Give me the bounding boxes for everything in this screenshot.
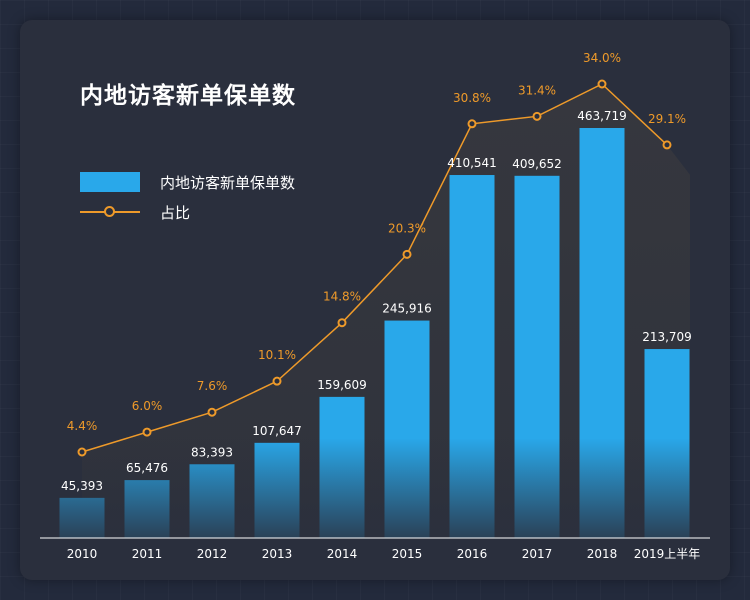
bar-value-label: 159,609	[317, 378, 367, 392]
share-point	[402, 249, 412, 259]
share-value-label: 4.4%	[67, 419, 98, 433]
bar-value-label: 213,709	[642, 330, 692, 344]
legend-label-line: 占比	[160, 203, 191, 222]
share-value-label: 29.1%	[648, 112, 686, 126]
bar-value-label: 410,541	[447, 156, 497, 170]
share-point	[337, 318, 347, 328]
share-value-label: 7.6%	[197, 379, 228, 393]
x-tick-label: 2019上半年	[634, 547, 701, 561]
x-tick-label: 2017	[522, 547, 553, 561]
share-point	[532, 111, 542, 121]
share-point	[467, 119, 477, 129]
share-value-label: 30.8%	[453, 91, 491, 105]
share-value-label: 34.0%	[583, 51, 621, 65]
share-value-label: 20.3%	[388, 221, 426, 235]
share-line	[81, 83, 668, 453]
x-tick-label: 2016	[457, 547, 488, 561]
x-tick-label: 2018	[587, 547, 618, 561]
x-tick-label: 2010	[67, 547, 98, 561]
bar-value-label: 45,393	[61, 479, 103, 493]
share-point	[77, 447, 87, 457]
share-point	[142, 427, 152, 437]
share-point	[207, 407, 217, 417]
bar-value-label: 107,647	[252, 424, 302, 438]
bar-value-label: 463,719	[577, 109, 627, 123]
chart-title: 内地访客新单保单数	[80, 83, 296, 109]
share-point	[662, 140, 672, 150]
bar-value-label: 409,652	[512, 157, 562, 171]
share-value-label: 10.1%	[258, 348, 296, 362]
x-tick-label: 2012	[197, 547, 228, 561]
share-point	[272, 376, 282, 386]
share-value-label: 14.8%	[323, 290, 361, 304]
x-tick-label: 2015	[392, 547, 423, 561]
legend-line-swatch	[80, 202, 140, 222]
legend-item-bars: 内地访客新单保单数	[80, 170, 295, 194]
x-tick-label: 2014	[327, 547, 358, 561]
bar-value-label: 245,916	[382, 302, 432, 316]
x-tick-label: 2013	[262, 547, 293, 561]
x-tick-label: 2011	[132, 547, 163, 561]
bar-value-label: 83,393	[191, 445, 233, 459]
legend-bar-swatch	[80, 172, 140, 192]
legend-label-bars: 内地访客新单保单数	[160, 173, 296, 192]
legend-item-line: 占比	[80, 200, 190, 224]
share-point	[597, 79, 607, 89]
share-value-label: 31.4%	[518, 83, 556, 97]
share-value-label: 6.0%	[132, 399, 163, 413]
bar-fade-overlay	[40, 438, 710, 538]
bar-value-label: 65,476	[126, 461, 168, 475]
